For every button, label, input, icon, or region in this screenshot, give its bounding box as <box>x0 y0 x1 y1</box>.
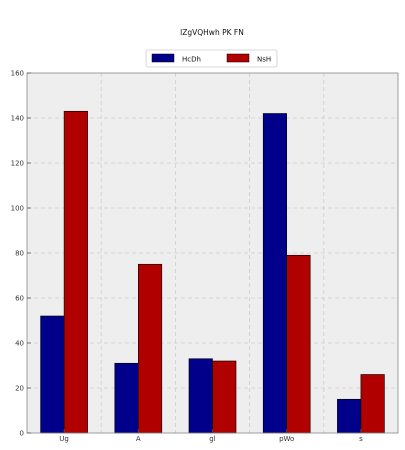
bar-nsh-pwo <box>286 254 311 434</box>
legend-swatch-nsh <box>226 53 250 63</box>
bars <box>40 110 385 434</box>
chart-title: lZgVQHwh PK FN <box>180 28 244 37</box>
x-tick-label: gl <box>209 435 215 443</box>
bar-hcdh-pwo <box>262 113 288 434</box>
y-tick-label: 140 <box>11 115 24 123</box>
y-tick-label: 160 <box>11 70 24 78</box>
y-axis-ticks: 0 20 40 60 80 100 120 140 160 <box>11 70 31 438</box>
y-tick-label: 0 <box>20 430 24 438</box>
bar-hcdh-a <box>114 362 139 434</box>
bar-hcdh-gl <box>188 358 213 434</box>
y-tick-label: 40 <box>15 340 24 348</box>
x-tick-label: pWo <box>279 435 294 443</box>
bar-nsh-a <box>138 263 163 434</box>
x-tick-label: Ug <box>59 435 69 443</box>
y-tick-label: 100 <box>11 205 24 213</box>
bar-hcdh-ug <box>40 315 65 434</box>
legend-swatch-hcdh <box>151 53 175 63</box>
bar-nsh-s <box>360 374 385 434</box>
bar-nsh-ug <box>63 110 88 434</box>
bar-nsh-gl <box>212 360 237 434</box>
legend: HcDh NsH <box>145 49 278 68</box>
y-tick-label: 80 <box>15 250 24 258</box>
bar-hcdh-s <box>337 398 362 434</box>
legend-label-hcdh: HcDh <box>182 56 201 64</box>
y-tick-label: 120 <box>11 160 24 168</box>
x-tick-label: s <box>359 435 363 443</box>
y-tick-label: 60 <box>15 295 24 303</box>
y-tick-label: 20 <box>15 385 24 393</box>
legend-label-nsh: NsH <box>257 56 271 64</box>
x-tick-label: A <box>136 435 141 443</box>
